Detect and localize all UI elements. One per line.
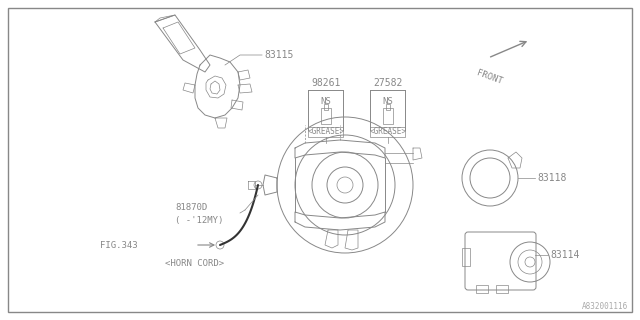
Text: 98261: 98261 xyxy=(311,78,340,88)
Text: 83114: 83114 xyxy=(550,250,579,260)
Text: 81870D: 81870D xyxy=(175,203,207,212)
Text: A832001116: A832001116 xyxy=(582,302,628,311)
Bar xyxy=(308,127,343,137)
Bar xyxy=(324,104,328,110)
Bar xyxy=(462,248,470,266)
Text: FIG.343: FIG.343 xyxy=(100,241,138,250)
Text: <GREASE>: <GREASE> xyxy=(307,127,344,137)
Bar xyxy=(370,127,405,137)
Bar xyxy=(386,104,390,110)
Text: 83115: 83115 xyxy=(264,50,293,60)
Text: <GREASE>: <GREASE> xyxy=(369,127,406,137)
Text: NS: NS xyxy=(321,98,332,107)
Text: NS: NS xyxy=(383,98,394,107)
Bar xyxy=(476,285,488,293)
Bar xyxy=(321,108,331,124)
Text: <HORN CORD>: <HORN CORD> xyxy=(165,260,224,268)
Text: 83118: 83118 xyxy=(537,173,566,183)
Text: 27582: 27582 xyxy=(373,78,403,88)
Bar xyxy=(383,108,393,124)
Text: ( -'12MY): ( -'12MY) xyxy=(175,215,223,225)
Text: FRONT: FRONT xyxy=(475,68,503,86)
Bar xyxy=(496,285,508,293)
